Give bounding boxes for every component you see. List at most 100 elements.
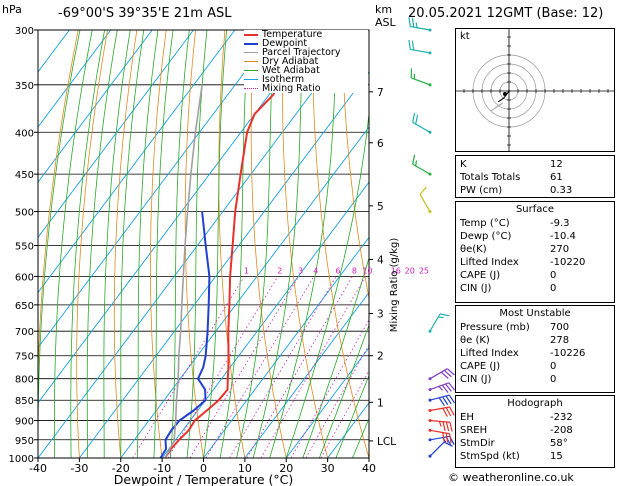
wind-barb-feather [411, 40, 415, 51]
hodograph-panel: kt [455, 28, 615, 152]
wind-barb [428, 313, 450, 333]
pressure-tick-label: 650 [15, 301, 34, 312]
index-row: θe(K) 270 [460, 243, 610, 256]
wet-adiabat-line [203, 30, 227, 458]
hodograph-unit-label: kt [460, 31, 470, 42]
dry-adiabat-line [218, 30, 246, 458]
wind-barb-staff [419, 193, 431, 212]
x-tick-label: -20 [112, 462, 130, 475]
km-tick-label: 2 [377, 351, 384, 363]
wind-barb-feather [415, 114, 419, 125]
isotherm-line [38, 30, 360, 458]
legend-item-wet_adiabat: Wet Adiabat [244, 66, 368, 75]
hodograph-shear-marker [490, 102, 504, 112]
pressure-tick-label: 400 [15, 128, 34, 139]
wet-adiabat-line [70, 30, 105, 458]
isotherm-line [161, 181, 369, 458]
index-label: EH [460, 412, 474, 423]
wind-barb-feather [448, 394, 456, 404]
index-value: 61 [550, 172, 563, 183]
dry-adiabat-line [38, 30, 79, 458]
mixing-ratio-line [229, 276, 337, 458]
index-row: Temp (°C) -9.3 [460, 217, 610, 230]
index-label: PW (cm) [460, 185, 503, 196]
wind-barb-base [428, 83, 432, 87]
wind-barb-feather [442, 396, 449, 406]
legend-item-mixing_ratio: Mixing Ratio [244, 84, 368, 93]
dry-adiabat-line [250, 30, 287, 458]
wind-barb-half-feather [413, 73, 416, 80]
wind-barb-feather [442, 407, 448, 417]
wet-adiabat-line [186, 30, 208, 458]
wet-adiabat-line [103, 30, 131, 458]
hodograph-table: Hodograph EH -232 SREH -208 StmDir 58° StmSpd (… [455, 395, 615, 468]
km-tick-label: 3 [377, 309, 384, 321]
hodograph-plot [456, 29, 614, 151]
index-row: CAPE (J) 0 [460, 269, 610, 282]
wind-barb-feather [448, 382, 456, 391]
pressure-tick-label: 1000 [9, 454, 34, 465]
wet-adiabat-line [285, 109, 369, 458]
index-row: Lifted Index -10220 [460, 256, 610, 269]
wet-adiabat-line [302, 256, 369, 458]
pressure-tick-label: 350 [15, 81, 34, 92]
wet-adiabat-line [335, 374, 369, 458]
index-row: StmDir 58° [460, 437, 610, 450]
isotherm-line [244, 291, 369, 458]
index-label: CAPE (J) [460, 270, 501, 281]
mixing-ratio-axis-label: Mixing Ratio (g/kg) [389, 238, 400, 333]
index-value: -232 [550, 412, 573, 423]
index-value: 270 [550, 244, 570, 255]
x-tick-label: 0 [200, 462, 207, 475]
legend-label: Mixing Ratio [262, 83, 321, 94]
pressure-tick-label: 600 [15, 272, 34, 283]
wind-barb-feather [442, 421, 446, 431]
wind-barb-feather [446, 368, 455, 376]
section-title: Hodograph [507, 398, 563, 409]
km-tick-label: 5 [377, 201, 384, 213]
legend-label: Temperature [262, 29, 323, 40]
isotherm-line [38, 30, 153, 183]
dry-adiabat-line [312, 30, 369, 458]
wind-barb-feather [412, 154, 416, 165]
legend-label: Dry Adiabat [262, 56, 319, 67]
dewpoint-profile-line [159, 211, 211, 458]
legend: Temperature Dewpoint Parcel Trajectory Dry … [244, 30, 368, 93]
wind-barb-base [428, 438, 432, 442]
hpa-unit-label: hPa [2, 3, 22, 16]
datetime-title: 20.05.2021 12GMT (Base: 12) [408, 6, 604, 21]
wet-adiabat-line [236, 30, 275, 458]
dry-adiabat-line [341, 30, 369, 300]
parcel-profile-line [164, 84, 203, 458]
wind-barb [428, 382, 456, 393]
index-row: CAPE (J) 0 [460, 360, 610, 373]
wind-barb-feather [449, 433, 452, 444]
index-value: -10226 [550, 348, 586, 359]
index-value: 0 [550, 270, 557, 281]
index-value: 12 [550, 159, 563, 170]
x-axis-label: Dewpoint / Temperature (°C) [114, 472, 293, 486]
wind-barb-feather [445, 433, 449, 443]
index-row: SREH -208 [460, 424, 610, 437]
index-label: Lifted Index [460, 348, 519, 359]
hodograph-storm-marker [503, 92, 507, 96]
mixing-ratio-tick-label: 3 [298, 266, 303, 275]
index-label: θe (K) [460, 335, 490, 346]
wet-adiabat-line [269, 30, 338, 458]
index-value: 0.33 [550, 185, 573, 196]
wind-barb-base [428, 172, 432, 176]
wind-barb [428, 441, 453, 458]
legend-swatch [244, 88, 258, 89]
isotherm-line [285, 346, 369, 458]
wind-barb [428, 419, 453, 432]
index-value: 278 [550, 335, 570, 346]
wind-barb-feather [408, 17, 411, 27]
legend-item-dry_adiabat: Dry Adiabat [244, 57, 368, 66]
wind-barb-base [428, 28, 432, 32]
temperature-profile-line [164, 30, 309, 458]
wet-adiabat-line [252, 30, 304, 458]
wind-barb-base [428, 210, 432, 214]
x-tick-label: 20 [279, 462, 293, 475]
wind-barb-base [428, 454, 432, 458]
legend-label: Parcel Trajectory [262, 47, 341, 58]
